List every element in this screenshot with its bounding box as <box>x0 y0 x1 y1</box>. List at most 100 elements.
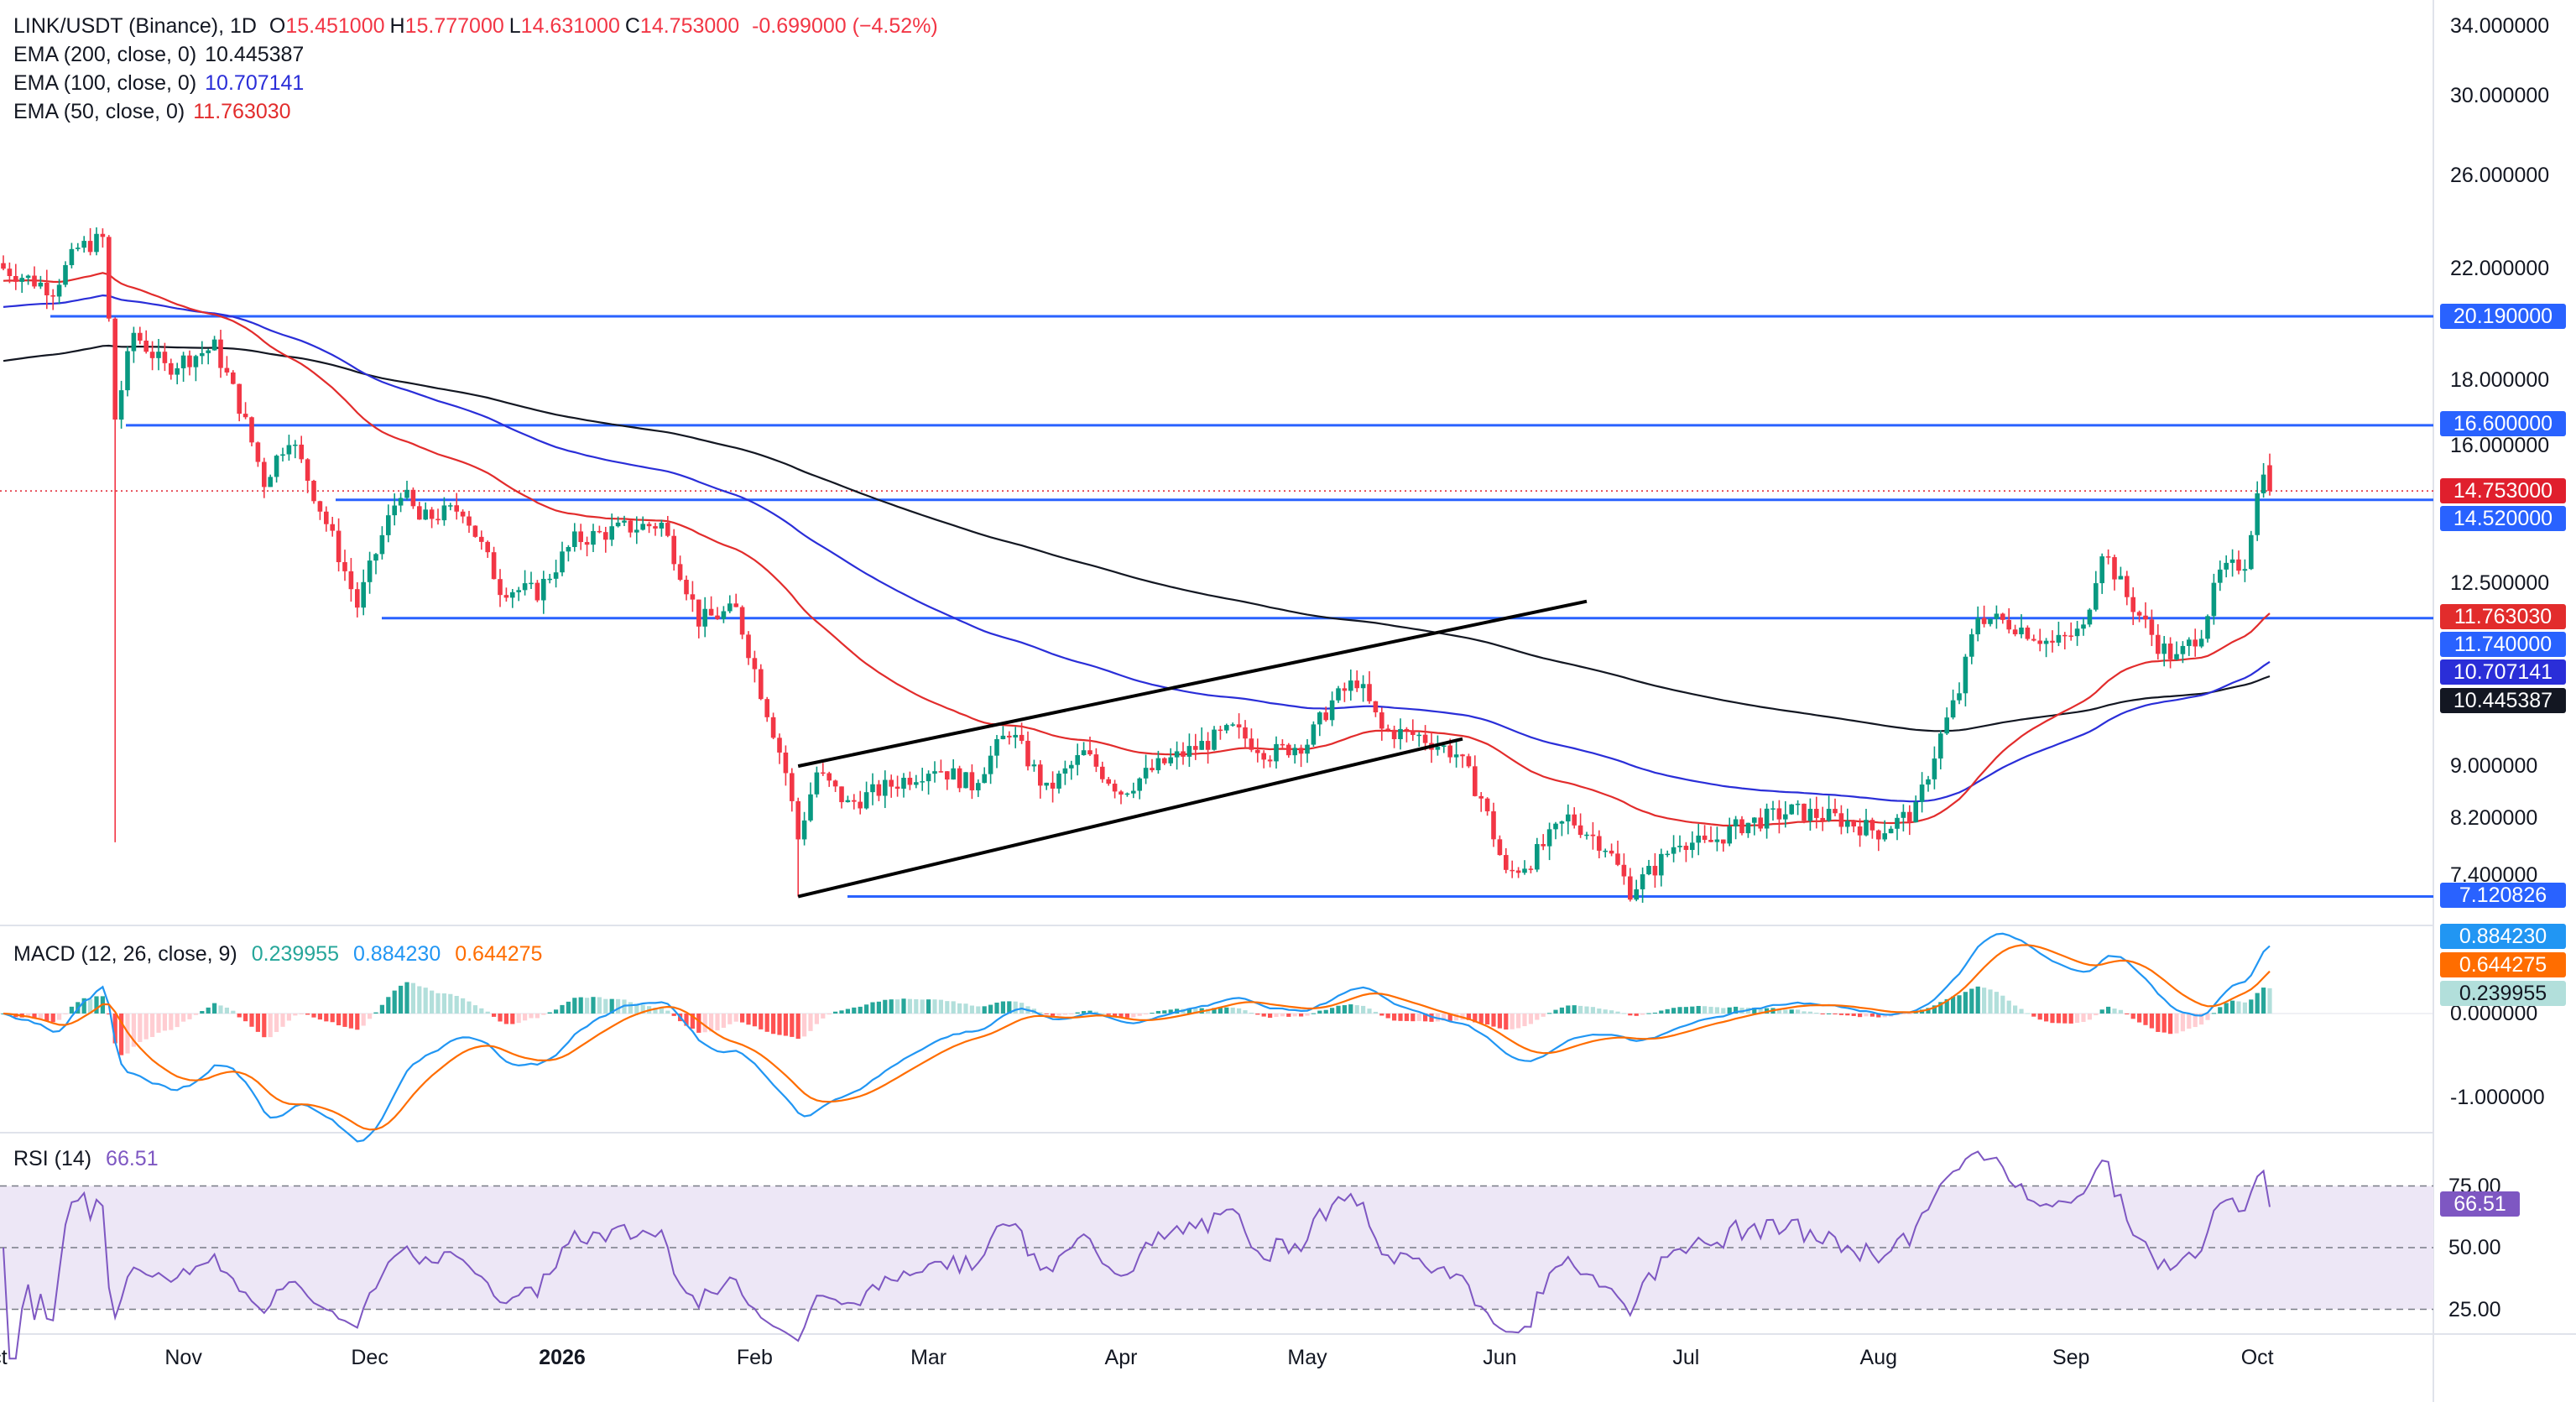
macd-histogram-bar <box>802 1014 807 1037</box>
macd-histogram-bar <box>653 1008 658 1014</box>
macd-histogram-bar <box>361 1014 366 1026</box>
candle <box>1218 725 1223 740</box>
macd-histogram-bar <box>1597 1009 1602 1014</box>
candle <box>1473 755 1478 797</box>
candle <box>2187 637 2192 656</box>
price-axis-tick: 22.000000 <box>2450 257 2550 280</box>
macd-histogram-bar <box>336 1014 342 1026</box>
candle-body <box>417 506 422 520</box>
candle-body <box>1007 735 1012 737</box>
candle <box>653 523 658 536</box>
macd-histogram-bar <box>1367 1009 1372 1014</box>
candle-body <box>2174 654 2179 659</box>
macd-histogram-bar <box>1317 1010 1322 1014</box>
candle <box>1957 682 1962 705</box>
candle-body <box>1845 821 1850 827</box>
candle <box>2205 614 2210 643</box>
candle-body <box>1143 768 1149 779</box>
candle-body <box>1249 738 1254 750</box>
candle <box>2218 560 2223 592</box>
candle <box>1770 800 1776 821</box>
macd-histogram-bar <box>1590 1007 1595 1014</box>
macd-histogram-bar <box>2118 1009 2123 1014</box>
ohlc-key: O <box>269 14 286 38</box>
candle-body <box>1919 784 1925 802</box>
ema-value: 10.445387 <box>205 43 305 66</box>
candle-body <box>1609 850 1614 854</box>
candle <box>982 767 987 784</box>
macd-histogram-bar <box>1323 1009 1328 1014</box>
macd-histogram-bar <box>2180 1014 2185 1032</box>
candle-body <box>1807 809 1813 821</box>
macd-histogram-bar <box>1696 1005 1701 1014</box>
candle-body <box>156 352 161 358</box>
candle <box>603 526 608 553</box>
candle <box>957 765 962 793</box>
macd-histogram-bar <box>1155 1010 1160 1014</box>
candle-body <box>1795 803 1801 805</box>
time-axis-tick: Nov <box>164 1346 202 1369</box>
macd-histogram-bar <box>2161 1014 2167 1033</box>
macd-histogram-bar <box>355 1014 360 1030</box>
candle <box>901 773 906 798</box>
price-tag: 16.600000 <box>2440 411 2566 436</box>
candle <box>1559 821 1565 837</box>
candle <box>13 263 18 290</box>
candle-body <box>38 282 44 287</box>
candle-body <box>1764 808 1770 829</box>
candle <box>404 480 409 501</box>
macd-histogram-bar <box>1932 1005 1937 1014</box>
candle <box>1963 654 1969 706</box>
candle <box>1851 819 1856 832</box>
candle <box>690 581 696 612</box>
candle <box>274 454 279 483</box>
macd-histogram-bar <box>1348 1004 1353 1014</box>
candle-body <box>1584 834 1589 837</box>
macd-histogram-bar <box>1206 1009 1211 1014</box>
macd-histogram-bar <box>969 1005 974 1014</box>
candle-body <box>2224 562 2229 570</box>
candle-body <box>336 530 342 563</box>
candle-body <box>175 367 180 375</box>
candle-body <box>131 332 137 352</box>
macd-histogram-bar <box>1690 1006 1695 1014</box>
candle <box>2167 637 2173 669</box>
candle-body <box>2193 639 2198 647</box>
candle <box>317 500 323 520</box>
candle-body <box>280 454 285 456</box>
macd-histogram-bar <box>1162 1010 1167 1014</box>
macd-histogram-bar <box>1535 1014 1540 1020</box>
candle <box>330 517 335 537</box>
candle-body <box>1857 826 1863 836</box>
candle <box>180 352 186 383</box>
macd-histogram-bar <box>1796 1009 1801 1014</box>
candle <box>379 526 385 560</box>
macd-histogram-bar <box>448 993 453 1014</box>
macd-histogram-bar <box>1621 1013 1626 1014</box>
macd-histogram-bar <box>342 1014 347 1027</box>
candle <box>1950 689 1956 720</box>
candle <box>2174 641 2179 661</box>
candle <box>1124 792 1130 797</box>
candle-body <box>640 524 645 530</box>
candle-body <box>534 582 540 601</box>
candle <box>2193 628 2198 657</box>
macd-histogram-bar <box>399 985 404 1014</box>
candle-body <box>2105 556 2111 558</box>
candle <box>795 797 800 897</box>
time-axis-tick: Apr <box>1104 1346 1138 1369</box>
candle-body <box>2187 639 2192 646</box>
candle-body <box>759 669 764 700</box>
candle <box>56 279 62 305</box>
macd-histogram-bar <box>212 1003 217 1014</box>
macd-histogram-bar <box>1361 1005 1366 1014</box>
candle <box>2087 607 2093 628</box>
candle <box>1913 795 1918 823</box>
candle-body <box>1131 790 1136 794</box>
candle-body <box>1628 876 1633 900</box>
macd-histogram-bar <box>2137 1014 2142 1023</box>
candle-body <box>1329 700 1335 721</box>
candle-body <box>1577 825 1583 836</box>
candle-body <box>485 541 490 553</box>
